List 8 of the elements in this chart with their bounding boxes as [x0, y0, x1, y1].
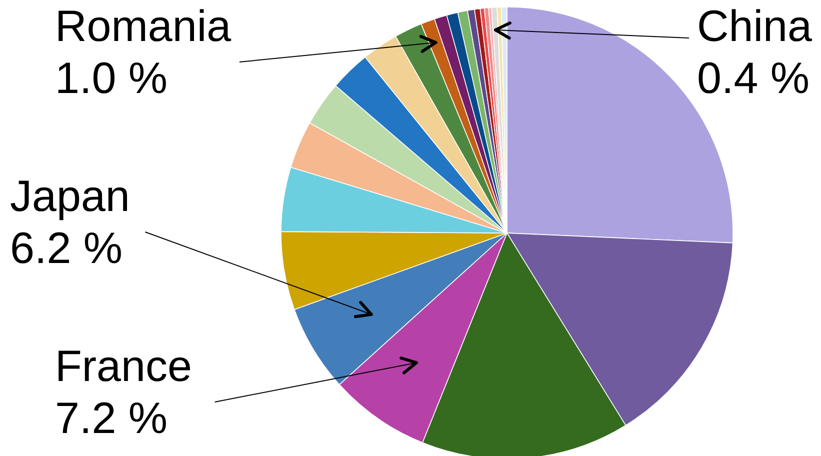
data-label: 7.2 % — [55, 394, 168, 443]
slice-label: China — [697, 2, 812, 51]
data-label: 0.4 % — [697, 54, 810, 103]
slice-label: Romania — [55, 2, 232, 51]
data-label: 1.0 % — [55, 54, 168, 103]
slice-label: France — [55, 342, 192, 391]
slice-label: Japan — [10, 172, 130, 221]
data-label: 6.2 % — [10, 224, 123, 273]
